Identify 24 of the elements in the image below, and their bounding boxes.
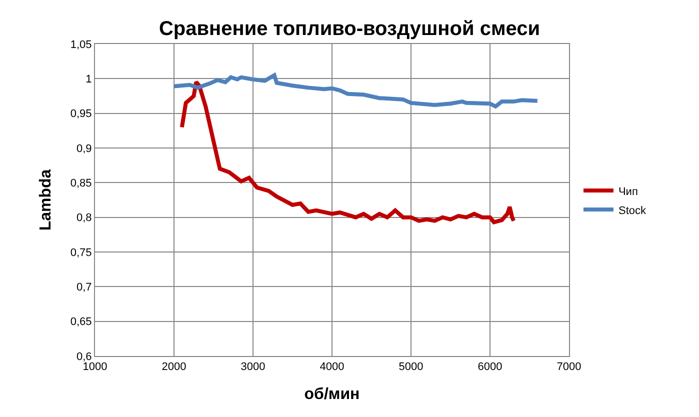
line-series bbox=[180, 80, 516, 224]
x-tick-label: 7000 bbox=[556, 361, 582, 374]
line-series bbox=[172, 73, 540, 108]
x-tick-label: 5000 bbox=[398, 361, 424, 374]
x-tick-label: 3000 bbox=[240, 361, 266, 374]
y-tick-label: 0,6 bbox=[76, 350, 92, 363]
y-tick-label: 1 bbox=[86, 74, 92, 86]
y-tick-label: 1,05 bbox=[70, 38, 92, 51]
y-tick-label: 0,9 bbox=[76, 142, 92, 155]
y-axis-title: Lambda bbox=[37, 169, 54, 231]
x-tick-label: 2000 bbox=[162, 361, 186, 374]
y-tick-label: 0,7 bbox=[76, 282, 92, 294]
legend-label: Чип bbox=[618, 186, 638, 198]
y-tick-label: 0,65 bbox=[70, 316, 92, 328]
y-tick-label: 0,85 bbox=[70, 178, 92, 190]
x-tick-label: 4000 bbox=[320, 361, 344, 374]
x-tick-label: 1000 bbox=[82, 361, 108, 374]
x-axis-title: об/мин bbox=[304, 386, 360, 403]
y-tick-label: 0,8 bbox=[76, 212, 92, 224]
legend-label: Stock bbox=[618, 204, 646, 217]
x-tick-label: 6000 bbox=[478, 361, 502, 374]
chart-title: Сравнение топливо-воздушной смеси bbox=[158, 18, 540, 40]
y-tick-label: 0,75 bbox=[70, 246, 92, 259]
y-tick-label: 0,95 bbox=[70, 108, 92, 120]
